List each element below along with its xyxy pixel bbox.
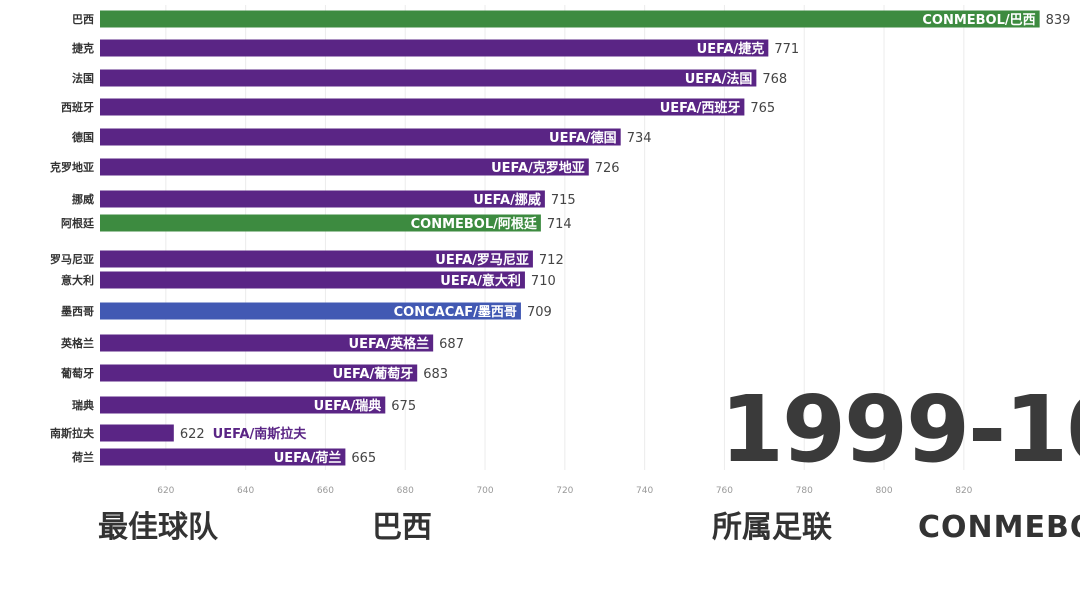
value-label: 734: [627, 131, 652, 146]
category-label: 巴西: [72, 13, 94, 26]
bar: [100, 448, 346, 466]
value-label: 709: [527, 305, 552, 320]
bar-label: UEFA/法国: [685, 71, 753, 87]
x-tick-label: 700: [476, 486, 493, 496]
x-tick-label: 720: [556, 486, 573, 496]
value-label: 687: [439, 337, 464, 352]
category-label: 英格兰: [60, 336, 94, 350]
value-label: 714: [547, 217, 572, 232]
category-label: 葡萄牙: [60, 366, 94, 380]
category-label: 西班牙: [61, 100, 94, 114]
bar: [100, 190, 545, 208]
category-label: 瑞典: [72, 398, 94, 412]
best-team-value: 巴西: [372, 510, 432, 545]
value-label: 712: [539, 253, 564, 268]
category-label: 挪威: [72, 192, 94, 206]
bar-label: CONCACAF/墨西哥: [394, 304, 517, 320]
best-team-label: 最佳球队: [98, 510, 218, 545]
bar-label: UEFA/西班牙: [660, 100, 741, 116]
confederation-value: CONMEBOL: [918, 510, 1080, 545]
bar-label: UEFA/捷克: [697, 41, 765, 57]
value-label: 726: [595, 161, 620, 176]
bar: [100, 364, 418, 382]
bar: [100, 69, 757, 87]
value-label: 839: [1046, 13, 1071, 28]
confederation-label: 所属足联: [712, 510, 832, 545]
category-label: 意大利: [61, 273, 94, 287]
bar: [100, 98, 745, 116]
bar-label: UEFA/英格兰: [349, 336, 430, 352]
value-label: 665: [351, 451, 376, 466]
x-tick-label: 660: [317, 486, 334, 496]
x-tick-label: 780: [796, 486, 813, 496]
bar-label: CONMEBOL/阿根廷: [411, 216, 538, 232]
category-label: 德国: [71, 130, 94, 144]
value-label: 710: [531, 274, 556, 289]
bar: [100, 302, 521, 320]
value-label: 715: [551, 193, 576, 208]
bar-label: CONMEBOL/巴西: [922, 13, 1035, 28]
bar: [100, 396, 386, 414]
bar: [100, 158, 589, 176]
bar: [100, 10, 1040, 28]
bar: [100, 334, 434, 352]
category-label: 墨西哥: [61, 305, 94, 318]
value-label: 622: [180, 427, 205, 442]
category-label: 罗马尼亚: [50, 253, 94, 266]
bar: [100, 39, 769, 57]
bar-label: UEFA/南斯拉夫: [213, 426, 308, 442]
bar-label: UEFA/荷兰: [274, 450, 342, 466]
value-label: 675: [391, 399, 416, 414]
x-tick-label: 740: [636, 486, 653, 496]
value-label: 765: [750, 101, 775, 116]
value-label: 683: [423, 367, 448, 382]
x-tick-label: 820: [955, 486, 972, 496]
bar-label: UEFA/瑞典: [314, 398, 382, 414]
bar-label: UEFA/挪威: [473, 192, 541, 208]
bar: [100, 271, 525, 289]
bar: [100, 128, 621, 146]
category-label: 捷克: [72, 41, 94, 55]
x-tick-label: 800: [875, 486, 892, 496]
bar: [100, 250, 533, 268]
value-label: 768: [762, 72, 787, 87]
bar-label: UEFA/德国: [549, 130, 617, 146]
bar-label: UEFA/意大利: [440, 273, 521, 289]
category-label: 法国: [72, 71, 94, 85]
bar-label: UEFA/克罗地亚: [491, 160, 585, 176]
bar: [100, 214, 541, 232]
bar-label: UEFA/葡萄牙: [333, 366, 414, 382]
bar: [100, 424, 174, 442]
value-label: 771: [774, 42, 799, 57]
date-label: 1999-10: [720, 376, 1080, 483]
x-tick-label: 760: [716, 486, 733, 496]
x-tick-label: 680: [397, 486, 414, 496]
x-tick-label: 640: [237, 486, 254, 496]
category-label: 克罗地亚: [50, 160, 94, 174]
bar-label: UEFA/罗马尼亚: [435, 253, 529, 268]
category-label: 南斯拉夫: [50, 426, 95, 440]
category-label: 荷兰: [71, 450, 94, 464]
category-label: 阿根廷: [61, 216, 95, 230]
x-tick-label: 620: [157, 486, 174, 496]
